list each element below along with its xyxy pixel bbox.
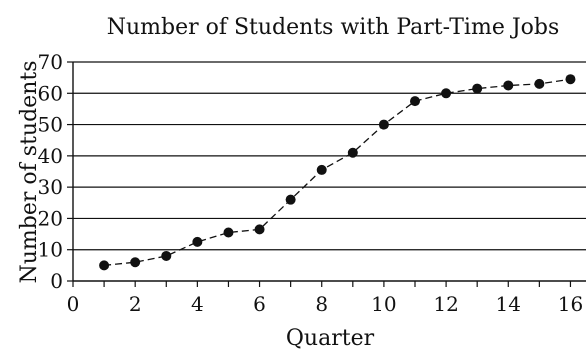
y-tick-label: 20	[38, 206, 63, 230]
y-axis-ticks: 0 10 20 30 40 50 60 70	[38, 50, 73, 293]
x-tick-label: 8	[315, 292, 328, 316]
data-point	[503, 80, 514, 91]
data-point	[254, 224, 265, 235]
axes	[72, 62, 586, 282]
data-point	[316, 164, 327, 175]
data-point	[99, 260, 110, 271]
gridlines	[73, 61, 586, 251]
y-tick-label: 30	[38, 175, 63, 199]
data-point	[347, 147, 358, 158]
y-tick-label: 40	[38, 144, 63, 168]
y-tick-label: 50	[38, 113, 63, 137]
x-tick-label: 12	[433, 292, 458, 316]
x-tick-label: 14	[496, 292, 521, 316]
series-line-0	[104, 78, 571, 267]
x-axis-ticks: 0 2 4 6 8 10 12 14 16	[67, 281, 583, 316]
y-axis-label: Number of students	[17, 61, 42, 284]
data-series	[99, 74, 576, 271]
data-point	[192, 236, 203, 247]
y-tick-label: 70	[38, 50, 63, 74]
data-point	[130, 257, 141, 268]
y-tick-label: 0	[50, 269, 63, 293]
x-tick-label: 10	[371, 292, 396, 316]
x-tick-label: 0	[67, 292, 80, 316]
data-point	[441, 88, 452, 99]
chart-title: Number of Students with Part-Time Jobs	[107, 15, 560, 40]
x-tick-label: 6	[253, 292, 266, 316]
y-tick-label: 60	[38, 81, 63, 105]
data-point	[378, 119, 389, 130]
data-point	[534, 78, 545, 89]
data-point	[223, 227, 234, 238]
data-point	[472, 83, 483, 94]
data-point	[161, 250, 172, 261]
data-point	[410, 96, 420, 107]
y-tick-label: 10	[38, 238, 63, 262]
x-tick-label: 16	[558, 292, 583, 316]
data-point	[565, 74, 576, 85]
x-tick-label: 2	[129, 292, 142, 316]
x-tick-label: 4	[191, 292, 204, 316]
data-point	[285, 194, 296, 205]
x-axis-label: Quarter	[286, 326, 375, 351]
